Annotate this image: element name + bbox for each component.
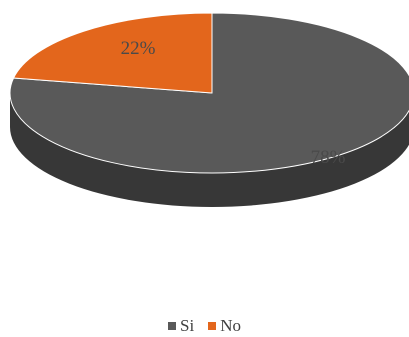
legend-label-no: No [220, 316, 241, 335]
legend-item-si: Si [168, 316, 194, 336]
legend-item-no: No [208, 316, 241, 336]
pie-slice-no [12, 12, 213, 94]
legend: Si No [0, 316, 409, 336]
pie-side-si [10, 93, 409, 207]
pie-slices [9, 12, 409, 207]
slice-label-no: 22% [121, 38, 156, 59]
legend-swatch-si [168, 322, 177, 330]
slice-label-si: 78% [311, 147, 346, 168]
legend-label-si: Si [180, 316, 195, 335]
legend-swatch-no [208, 322, 217, 330]
